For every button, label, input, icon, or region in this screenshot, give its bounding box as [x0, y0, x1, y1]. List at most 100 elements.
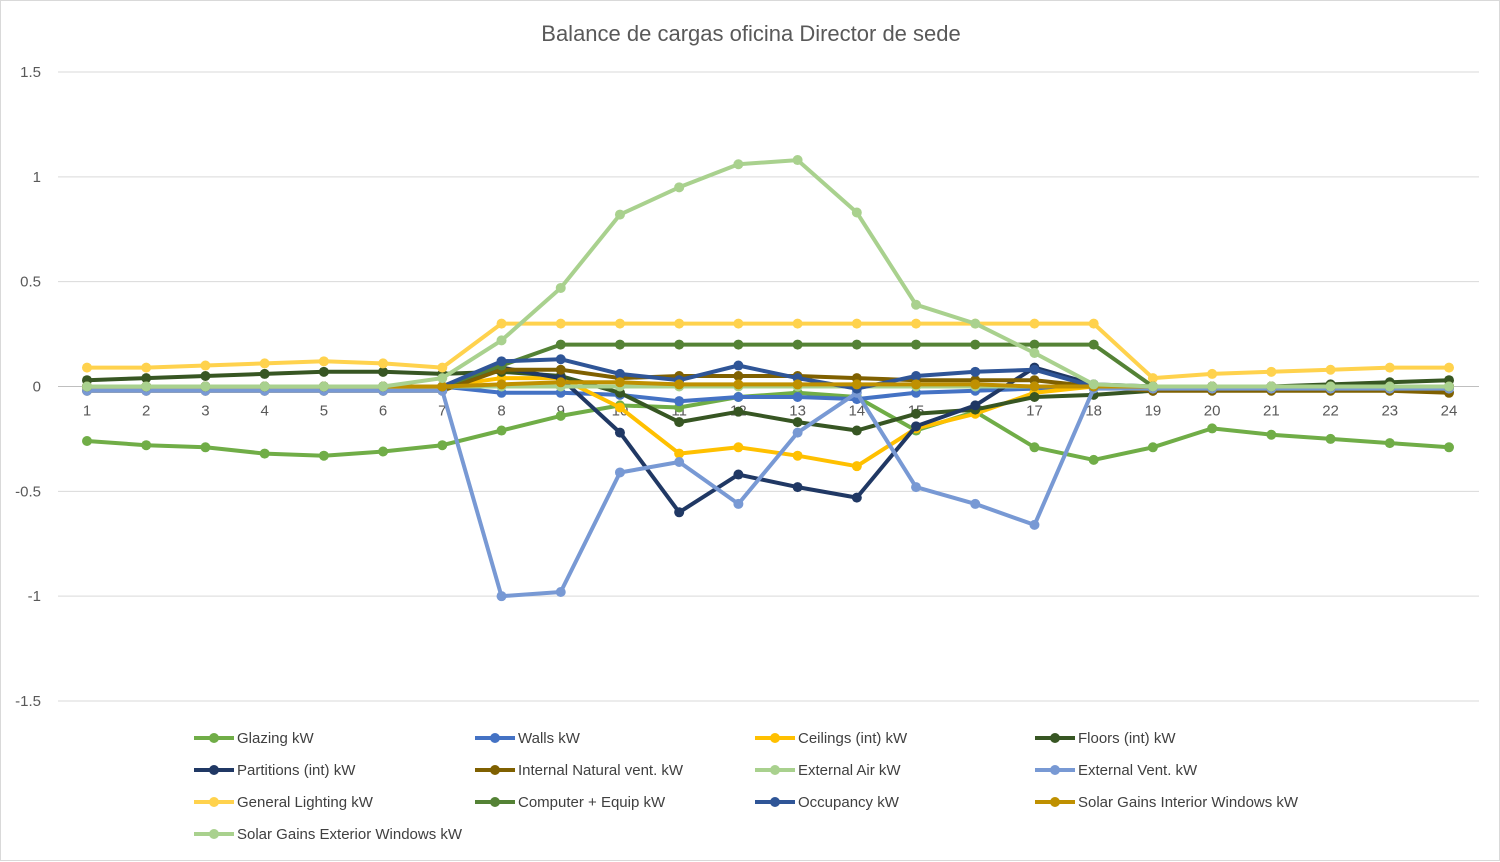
- legend-swatch-marker: [209, 797, 219, 807]
- data-point: [82, 362, 92, 373]
- x-tick-label: 21: [1263, 403, 1280, 420]
- data-point: [200, 381, 211, 392]
- data-point: [318, 381, 329, 392]
- data-point: [792, 482, 803, 493]
- x-tick-label: 2: [142, 403, 150, 420]
- data-point: [911, 318, 922, 329]
- data-point: [851, 379, 862, 390]
- data-point: [1384, 381, 1395, 392]
- data-point: [792, 318, 803, 329]
- data-point: [1147, 373, 1158, 384]
- data-series: [82, 155, 1454, 602]
- data-point: [496, 335, 507, 346]
- legend-item: Solar Gains Exterior Windows kW: [194, 826, 463, 843]
- data-point: [1088, 379, 1099, 390]
- data-point: [614, 377, 625, 388]
- y-tick-label: 0.5: [20, 274, 41, 291]
- data-point: [555, 282, 566, 293]
- legend-label: Floors (int) kW: [1078, 730, 1176, 747]
- legend-label: Solar Gains Interior Windows kW: [1078, 794, 1299, 811]
- data-point: [1029, 519, 1040, 530]
- data-point: [1325, 433, 1336, 444]
- data-point: [1384, 438, 1395, 449]
- data-point: [614, 209, 625, 220]
- x-tick-label: 3: [201, 403, 209, 420]
- data-point: [200, 371, 211, 382]
- y-tick-label: 1: [33, 169, 41, 186]
- chart-title: Balance de cargas oficina Director de se…: [541, 21, 960, 46]
- legend-swatch-marker: [1050, 797, 1060, 807]
- data-point: [911, 421, 922, 432]
- data-point: [614, 339, 625, 350]
- series-group: [82, 318, 1454, 384]
- series-line: [85, 158, 1451, 389]
- data-point: [851, 318, 862, 329]
- data-point: [733, 360, 744, 371]
- legend-item: Computer + Equip kW: [475, 794, 666, 811]
- series-line: [85, 369, 1451, 433]
- data-point: [733, 406, 744, 417]
- x-tick-label: 13: [789, 403, 806, 420]
- data-point: [733, 498, 744, 509]
- x-tick-label: 8: [497, 403, 505, 420]
- legend-swatch-marker: [770, 733, 780, 743]
- legend-item: Glazing kW: [194, 730, 315, 747]
- legend-swatch-marker: [209, 829, 219, 839]
- data-point: [82, 381, 92, 392]
- data-point: [1384, 362, 1395, 373]
- data-point: [911, 299, 922, 310]
- y-tick-label: -1: [28, 588, 41, 605]
- data-point: [1325, 364, 1336, 375]
- data-point: [911, 339, 922, 350]
- y-tick-label: 1.5: [20, 64, 41, 81]
- data-point: [1088, 339, 1099, 350]
- data-point: [614, 427, 625, 438]
- legend-swatch-marker: [1050, 733, 1060, 743]
- data-point: [496, 318, 507, 329]
- legend-label: Walls kW: [518, 730, 581, 747]
- data-point: [851, 207, 862, 218]
- legend-swatch-marker: [209, 765, 219, 775]
- data-point: [792, 391, 803, 402]
- data-point: [674, 379, 685, 390]
- data-point: [259, 448, 270, 459]
- y-tick-label: 0: [33, 379, 41, 396]
- legend-label: Solar Gains Exterior Windows kW: [237, 826, 463, 843]
- data-point: [851, 492, 862, 503]
- data-point: [496, 356, 507, 367]
- data-point: [1207, 368, 1218, 379]
- data-point: [555, 410, 566, 421]
- data-point: [733, 379, 744, 390]
- legend-item: Internal Natural vent. kW: [475, 762, 684, 779]
- data-point: [259, 358, 270, 369]
- data-point: [437, 373, 448, 384]
- legend-swatch-marker: [770, 765, 780, 775]
- data-point: [970, 379, 981, 390]
- x-tick-label: 20: [1204, 403, 1221, 420]
- legend-swatch-marker: [1050, 765, 1060, 775]
- legend-item: External Air kW: [755, 762, 901, 779]
- data-point: [1029, 381, 1040, 392]
- x-tick-label: 22: [1322, 403, 1339, 420]
- data-point: [614, 467, 625, 478]
- series-line: [85, 321, 1451, 381]
- data-point: [851, 425, 862, 436]
- data-point: [792, 339, 803, 350]
- data-point: [733, 469, 744, 480]
- data-point: [733, 159, 744, 170]
- y-tick-label: -1.5: [15, 693, 41, 710]
- data-point: [970, 400, 981, 411]
- data-point: [1147, 381, 1158, 392]
- legend-item: General Lighting kW: [194, 794, 374, 811]
- legend-label: Ceilings (int) kW: [798, 730, 908, 747]
- y-axis-tick-labels: 1.5 1 0.5 0 -0.5 -1 -1.5: [15, 64, 41, 710]
- data-point: [1207, 381, 1218, 392]
- data-point: [674, 456, 685, 467]
- data-point: [496, 379, 507, 390]
- series-group: [82, 364, 1454, 398]
- x-tick-label: 5: [320, 403, 328, 420]
- data-point: [614, 368, 625, 379]
- data-point: [378, 366, 389, 377]
